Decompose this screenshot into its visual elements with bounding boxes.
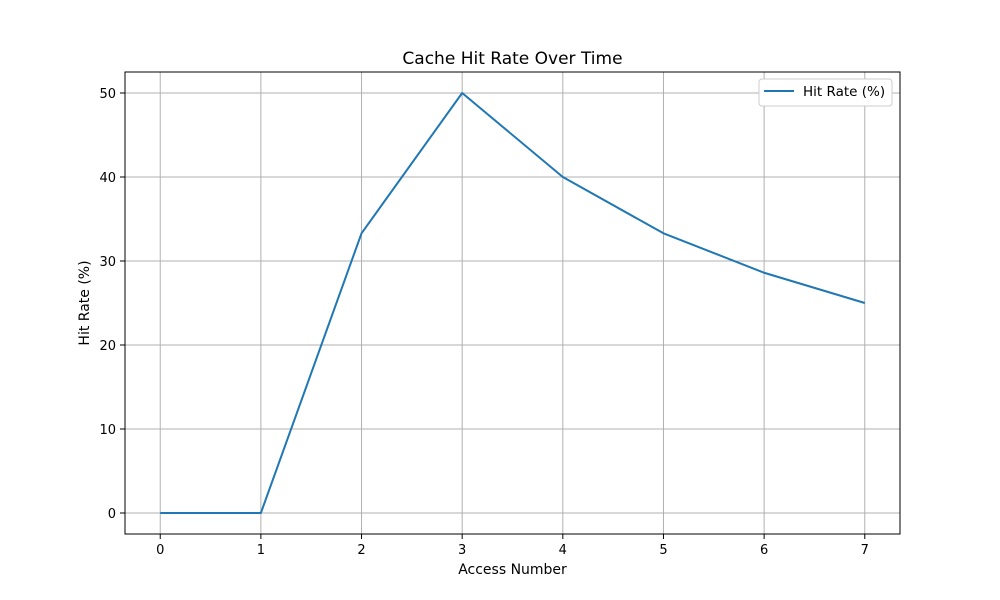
legend-label: Hit Rate (%) — [803, 84, 885, 100]
x-tick-label: 6 — [760, 543, 768, 558]
y-axis-label: Hit Rate (%) — [77, 260, 93, 345]
plot-frame — [124, 71, 901, 535]
axis-ticks: 0 1 2 3 4 5 6 7 0 10 20 30 40 50 — [99, 87, 868, 558]
x-tick-label: 5 — [659, 543, 667, 558]
x-tick-label: 0 — [156, 543, 164, 558]
y-tick-label: 20 — [99, 339, 116, 354]
series-line — [160, 92, 866, 514]
y-tick-label: 0 — [108, 507, 116, 522]
x-axis-label: Access Number — [458, 562, 567, 578]
x-tick-label: 3 — [458, 543, 466, 558]
x-tick-label: 4 — [559, 543, 567, 558]
x-tick-label: 7 — [861, 543, 869, 558]
legend: Hit Rate (%) — [758, 78, 893, 107]
x-tick-label: 2 — [357, 543, 365, 558]
y-tick-label: 40 — [99, 171, 116, 186]
chart-title: Cache Hit Rate Over Time — [402, 49, 622, 69]
legend-box — [758, 78, 893, 107]
y-tick-label: 10 — [99, 423, 116, 438]
y-tick-label: 50 — [99, 87, 116, 102]
x-tick-label: 1 — [257, 543, 265, 558]
series-layer — [160, 92, 866, 514]
y-tick-label: 30 — [99, 255, 116, 270]
